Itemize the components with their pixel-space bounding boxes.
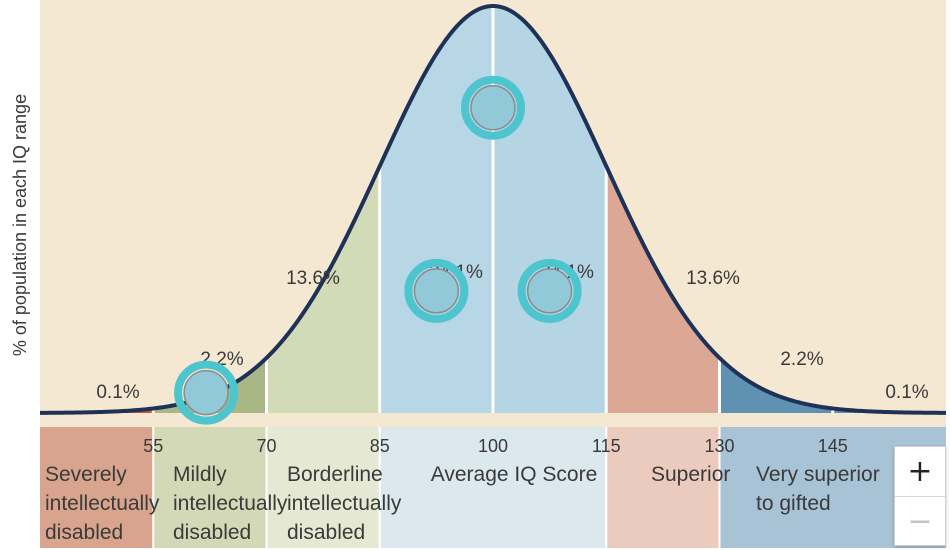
category-label-2-line-2: disabled [287,521,365,544]
category-box-3 [379,427,607,548]
category-label-0-line-0: Severely [45,463,127,486]
category-label-3-line-0: Average IQ Score [431,463,598,486]
category-label-0-line-2: disabled [45,521,123,544]
category-label-0-line-1: intellectually [45,492,160,515]
percent-label-7: 0.1% [885,382,928,403]
x-tick-label-145: 145 [818,436,848,456]
x-tick-label-115: 115 [592,436,621,456]
category-label-2-line-0: Borderline [287,463,383,486]
hotspot-ring[interactable] [461,75,525,140]
baseline-strip [40,413,946,427]
category-label-1-line-2: disabled [173,521,251,544]
y-axis-label: % of population in each IQ range [10,94,30,356]
percent-label-5: 13.6% [686,268,740,289]
category-label-6-line-0: Very superior [756,463,880,486]
category-label-5-line-0: Superior [651,463,730,486]
hotspot-ring[interactable] [517,258,582,323]
x-tick-label-100: 100 [478,436,508,456]
x-tick-label-85: 85 [370,436,390,456]
hotspot-marker[interactable] [526,268,573,314]
band-area-1 [153,357,267,413]
zoom-in-button[interactable]: + [895,447,945,497]
zoom-control: + − [894,446,946,546]
category-label-2-line-1: intellectually [287,492,402,515]
zoom-out-button[interactable]: − [907,504,933,539]
hotspot-2[interactable] [517,258,582,323]
category-label-6-line-1: to gifted [756,492,831,515]
category-box-2 [266,427,380,548]
category-box-4 [606,427,720,548]
x-tick-label-130: 130 [704,436,734,456]
hotspot-3[interactable] [174,360,239,425]
category-box-0 [40,427,154,548]
hotspot-ring[interactable] [174,360,239,425]
x-tick-label-70: 70 [256,436,276,456]
category-box-1 [153,427,267,548]
category-label-1-line-0: Mildly [173,463,227,486]
x-tick-label-55: 55 [143,436,163,456]
hotspot-marker[interactable] [470,85,516,131]
band-area-6 [719,357,833,413]
percent-label-0: 0.1% [96,382,139,403]
percent-label-6: 2.2% [780,349,823,370]
hotspot-marker[interactable] [183,369,229,416]
hotspot-ring[interactable] [404,258,469,323]
percent-label-2: 13.6% [286,268,340,289]
hotspot-0[interactable] [461,75,525,140]
hotspot-marker[interactable] [413,268,460,314]
category-label-1-line-1: intellectually [173,492,288,515]
hotspot-1[interactable] [404,258,469,323]
